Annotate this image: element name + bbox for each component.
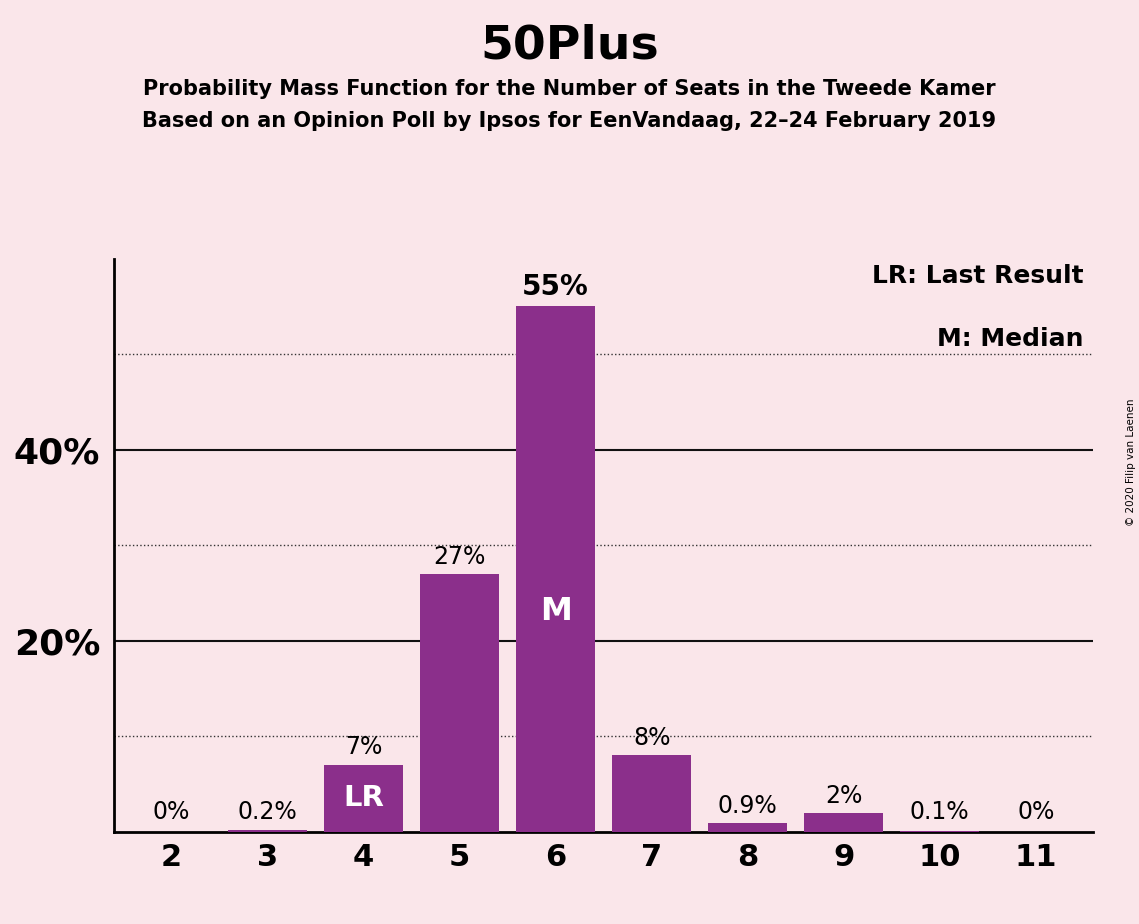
Text: 55%: 55% bbox=[523, 273, 589, 300]
Bar bbox=[516, 307, 595, 832]
Bar bbox=[901, 831, 980, 832]
Text: 50Plus: 50Plus bbox=[481, 23, 658, 68]
Text: 0.9%: 0.9% bbox=[718, 795, 778, 819]
Text: 27%: 27% bbox=[434, 545, 486, 569]
Text: 0%: 0% bbox=[1017, 800, 1055, 824]
Text: 0.1%: 0.1% bbox=[910, 800, 969, 824]
Text: 8%: 8% bbox=[633, 726, 671, 750]
Bar bbox=[708, 823, 787, 832]
Bar bbox=[613, 755, 691, 832]
Bar bbox=[228, 830, 306, 832]
Text: Based on an Opinion Poll by Ipsos for EenVandaag, 22–24 February 2019: Based on an Opinion Poll by Ipsos for Ee… bbox=[142, 111, 997, 131]
Text: LR: LR bbox=[343, 784, 384, 812]
Text: LR: Last Result: LR: Last Result bbox=[872, 264, 1083, 288]
Text: M: Median: M: Median bbox=[937, 327, 1083, 351]
Text: Probability Mass Function for the Number of Seats in the Tweede Kamer: Probability Mass Function for the Number… bbox=[144, 79, 995, 99]
Bar bbox=[325, 765, 403, 832]
Text: 0%: 0% bbox=[153, 800, 190, 824]
Bar bbox=[420, 574, 499, 832]
Text: © 2020 Filip van Laenen: © 2020 Filip van Laenen bbox=[1126, 398, 1136, 526]
Text: 2%: 2% bbox=[825, 784, 862, 808]
Text: 7%: 7% bbox=[345, 735, 383, 759]
Text: 0.2%: 0.2% bbox=[238, 800, 297, 824]
Bar bbox=[804, 812, 883, 832]
Text: M: M bbox=[540, 596, 572, 626]
